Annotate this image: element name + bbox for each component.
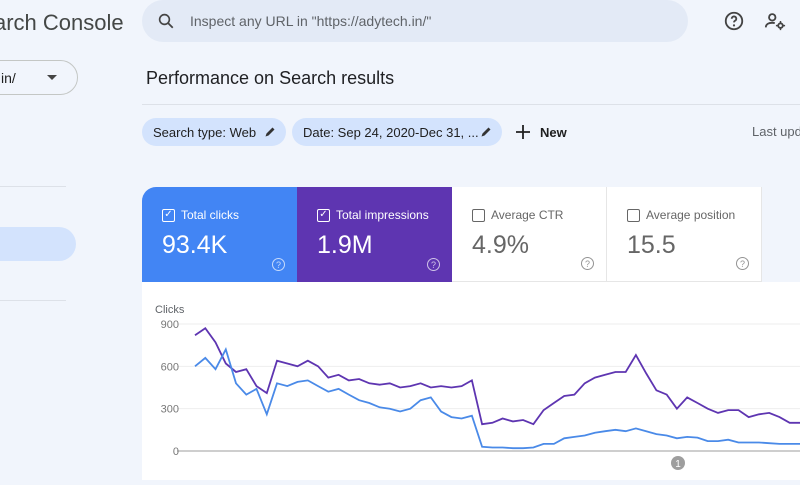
- filter-chip-date[interactable]: Date: Sep 24, 2020-Dec 31, ...: [292, 118, 502, 146]
- series-line-total-clicks: [194, 347, 800, 450]
- y-tick-label: 300: [161, 404, 179, 416]
- annotation-marker[interactable]: [671, 456, 685, 470]
- chart-svg: Clicks 900 600 300 0 1: [155, 304, 800, 470]
- edit-pencil-icon: [481, 127, 491, 137]
- metric-value: 4.9%: [472, 231, 529, 259]
- sidebar-divider: [0, 300, 66, 301]
- help-icon[interactable]: ?: [581, 257, 594, 270]
- search-icon: [158, 13, 174, 29]
- page-title: Performance on Search results: [146, 68, 395, 88]
- last-updated-text: Last upd: [752, 124, 800, 139]
- performance-chart: Clicks 900 600 300 0 1: [142, 282, 800, 480]
- y-tick-label: 600: [161, 361, 179, 373]
- filter-label: Date: Sep 24, 2020-Dec 31, ...: [303, 124, 479, 140]
- metric-card-average-position[interactable]: Average position 15.5 ?: [607, 187, 762, 282]
- metric-card-total-impressions[interactable]: ✓ Total impressions 1.9M ?: [297, 187, 452, 282]
- annotation-label: 1: [675, 459, 681, 470]
- checkbox-unchecked-icon[interactable]: [472, 208, 485, 222]
- help-icon[interactable]: ?: [272, 258, 285, 271]
- metric-label: Average position: [646, 208, 736, 222]
- metric-card-total-clicks[interactable]: ✓ Total clicks 93.4K ?: [142, 187, 297, 282]
- new-label: New: [540, 124, 567, 140]
- metric-value: 15.5: [627, 231, 676, 259]
- metric-card-average-ctr[interactable]: Average CTR 4.9% ?: [452, 187, 607, 282]
- help-icon[interactable]: ?: [427, 258, 440, 271]
- property-selector[interactable]: in/: [0, 60, 78, 95]
- y-tick-label: 0: [173, 446, 179, 458]
- header-divider: [142, 104, 800, 105]
- y-tick-label: 900: [161, 319, 179, 331]
- url-inspect-search[interactable]: Inspect any URL in "https://adytech.in/": [142, 0, 688, 42]
- dropdown-caret-icon: [47, 75, 57, 80]
- metric-value: 1.9M: [317, 231, 373, 259]
- metric-label: Total impressions: [336, 208, 429, 222]
- sidebar-divider: [0, 186, 66, 187]
- checkbox-checked-icon[interactable]: ✓: [162, 208, 175, 222]
- checkbox-checked-icon[interactable]: ✓: [317, 208, 330, 222]
- property-value: in/: [1, 69, 16, 86]
- filter-chip-search-type[interactable]: Search type: Web: [142, 118, 287, 146]
- new-filter-button[interactable]: New: [516, 118, 567, 146]
- edit-pencil-icon: [265, 127, 275, 137]
- plus-icon: [516, 125, 530, 139]
- help-icon[interactable]: ?: [736, 257, 749, 270]
- manage-accounts-icon[interactable]: [764, 10, 786, 32]
- metric-value: 93.4K: [162, 231, 228, 259]
- metric-label: Total clicks: [181, 208, 240, 222]
- help-circle-icon[interactable]: [723, 10, 745, 32]
- y-axis-label: Clicks: [155, 304, 185, 316]
- filter-label: Search type: Web: [153, 124, 257, 140]
- app-title: arch Console: [0, 10, 124, 35]
- sidebar-item-active[interactable]: [0, 227, 76, 261]
- search-placeholder: Inspect any URL in "https://adytech.in/": [190, 13, 432, 29]
- metric-label: Average CTR: [491, 208, 564, 222]
- series-line-total-impressions: [194, 326, 800, 426]
- checkbox-unchecked-icon[interactable]: [627, 208, 640, 222]
